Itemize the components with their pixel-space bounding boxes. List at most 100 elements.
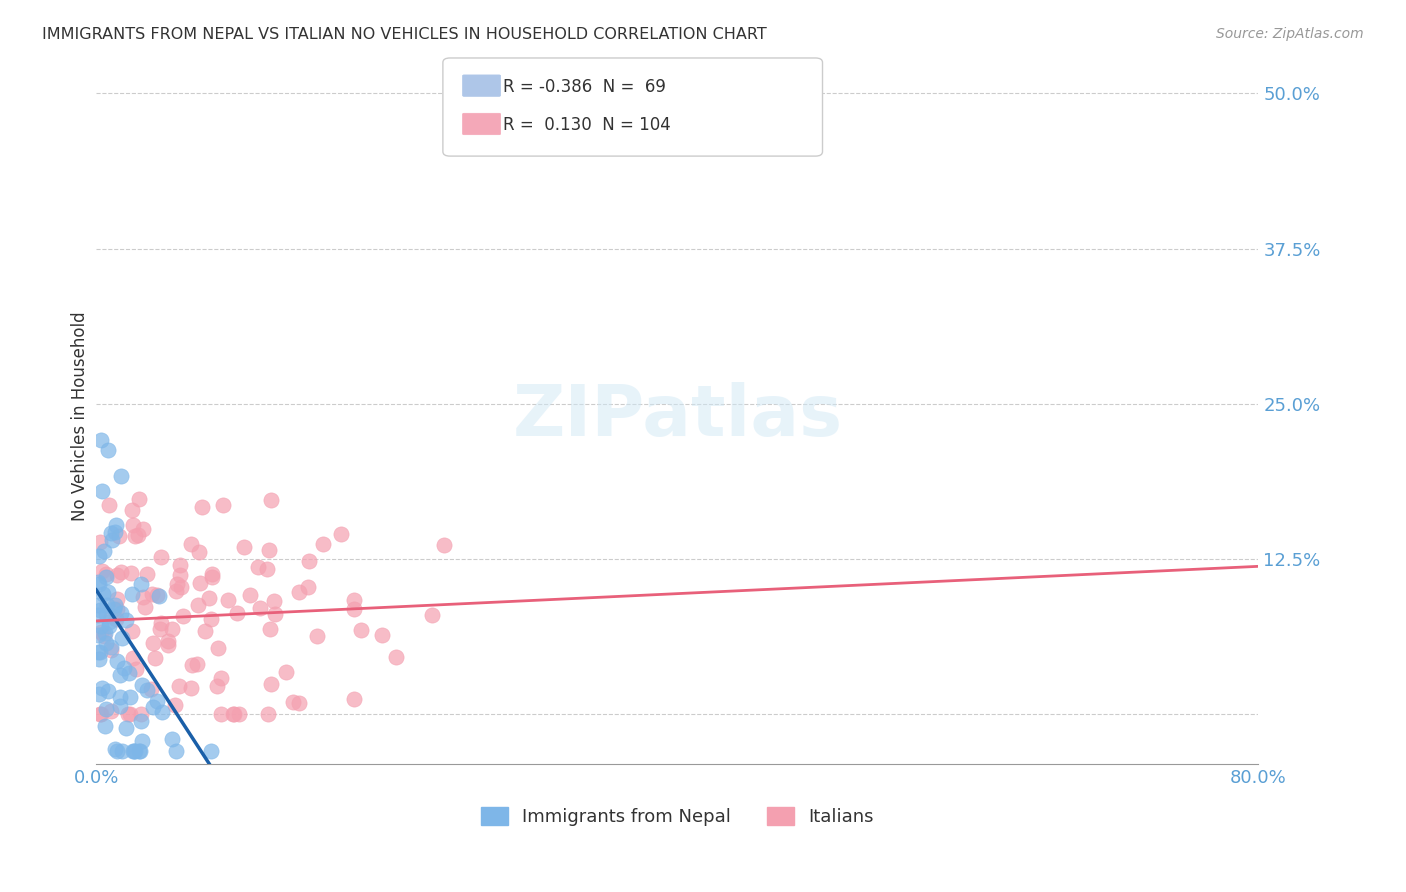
Point — [385, 649, 408, 664]
Point — [167, 679, 190, 693]
Point — [205, 679, 228, 693]
Point — [105, 602, 128, 616]
Point — [305, 630, 328, 644]
Point — [217, 593, 239, 607]
Point — [170, 580, 193, 594]
Point — [141, 681, 163, 696]
Point — [259, 623, 281, 637]
Point — [312, 537, 335, 551]
Point — [264, 607, 287, 621]
Point — [160, 731, 183, 746]
Point — [108, 690, 131, 704]
Point — [134, 599, 156, 614]
Point — [191, 500, 214, 514]
Point — [146, 694, 169, 708]
Point — [120, 566, 142, 580]
Point — [249, 601, 271, 615]
Point — [90, 564, 112, 578]
Point — [115, 721, 138, 735]
Point — [141, 587, 163, 601]
Point — [89, 707, 111, 722]
Point — [91, 681, 114, 696]
Point — [146, 588, 169, 602]
Point — [105, 654, 128, 668]
Point — [124, 744, 146, 758]
Point — [110, 668, 132, 682]
Point — [343, 593, 366, 607]
Point — [209, 671, 232, 685]
Point — [105, 567, 128, 582]
Point — [94, 625, 117, 640]
Point — [190, 576, 212, 591]
Point — [212, 498, 235, 512]
Point — [274, 665, 297, 679]
Point — [100, 526, 122, 541]
Point — [94, 702, 117, 716]
Point — [96, 570, 118, 584]
Point — [87, 576, 110, 591]
Point — [96, 585, 118, 599]
Point — [131, 678, 153, 692]
Point — [149, 550, 172, 565]
Point — [239, 588, 262, 602]
Point — [121, 503, 143, 517]
Y-axis label: No Vehicles in Household: No Vehicles in Household — [72, 311, 89, 521]
Point — [112, 661, 135, 675]
Point — [129, 707, 152, 722]
Point — [136, 683, 159, 698]
Point — [165, 583, 187, 598]
Point — [256, 562, 278, 576]
Point — [122, 650, 145, 665]
Point — [201, 567, 224, 582]
Point — [228, 707, 250, 722]
Point — [101, 533, 124, 548]
Point — [117, 707, 139, 722]
Point — [343, 692, 366, 706]
Point — [200, 744, 222, 758]
Point — [94, 719, 117, 733]
Point — [110, 606, 132, 620]
Point — [209, 707, 232, 722]
Point — [288, 696, 311, 710]
Point — [104, 599, 127, 613]
Point — [162, 622, 184, 636]
Point — [132, 591, 155, 605]
Point — [118, 690, 141, 704]
Point — [93, 629, 115, 643]
Point — [86, 574, 108, 589]
Point — [96, 567, 118, 582]
Point — [200, 612, 222, 626]
Point — [100, 704, 122, 718]
Point — [180, 681, 202, 696]
Point — [129, 577, 152, 591]
Point — [121, 624, 143, 639]
Point — [122, 744, 145, 758]
Point — [260, 492, 283, 507]
Text: R = -0.386  N =  69: R = -0.386 N = 69 — [503, 78, 666, 95]
Point — [100, 608, 122, 623]
Point — [124, 529, 146, 543]
Point — [104, 525, 127, 540]
Point — [110, 565, 132, 579]
Point — [86, 628, 108, 642]
Point — [156, 633, 179, 648]
Point — [157, 638, 180, 652]
Point — [224, 706, 246, 721]
Point — [232, 540, 254, 554]
Point — [97, 442, 120, 457]
Point — [165, 744, 187, 758]
Point — [87, 652, 110, 666]
Point — [90, 624, 112, 639]
Legend: Immigrants from Nepal, Italians: Immigrants from Nepal, Italians — [474, 799, 882, 833]
Point — [298, 554, 321, 568]
Point — [150, 616, 173, 631]
Point — [111, 744, 134, 758]
Point — [257, 543, 280, 558]
Point — [246, 560, 269, 574]
Point — [129, 714, 152, 729]
Point — [125, 662, 148, 676]
Point — [108, 698, 131, 713]
Point — [104, 612, 127, 626]
Point — [172, 608, 194, 623]
Point — [288, 585, 311, 599]
